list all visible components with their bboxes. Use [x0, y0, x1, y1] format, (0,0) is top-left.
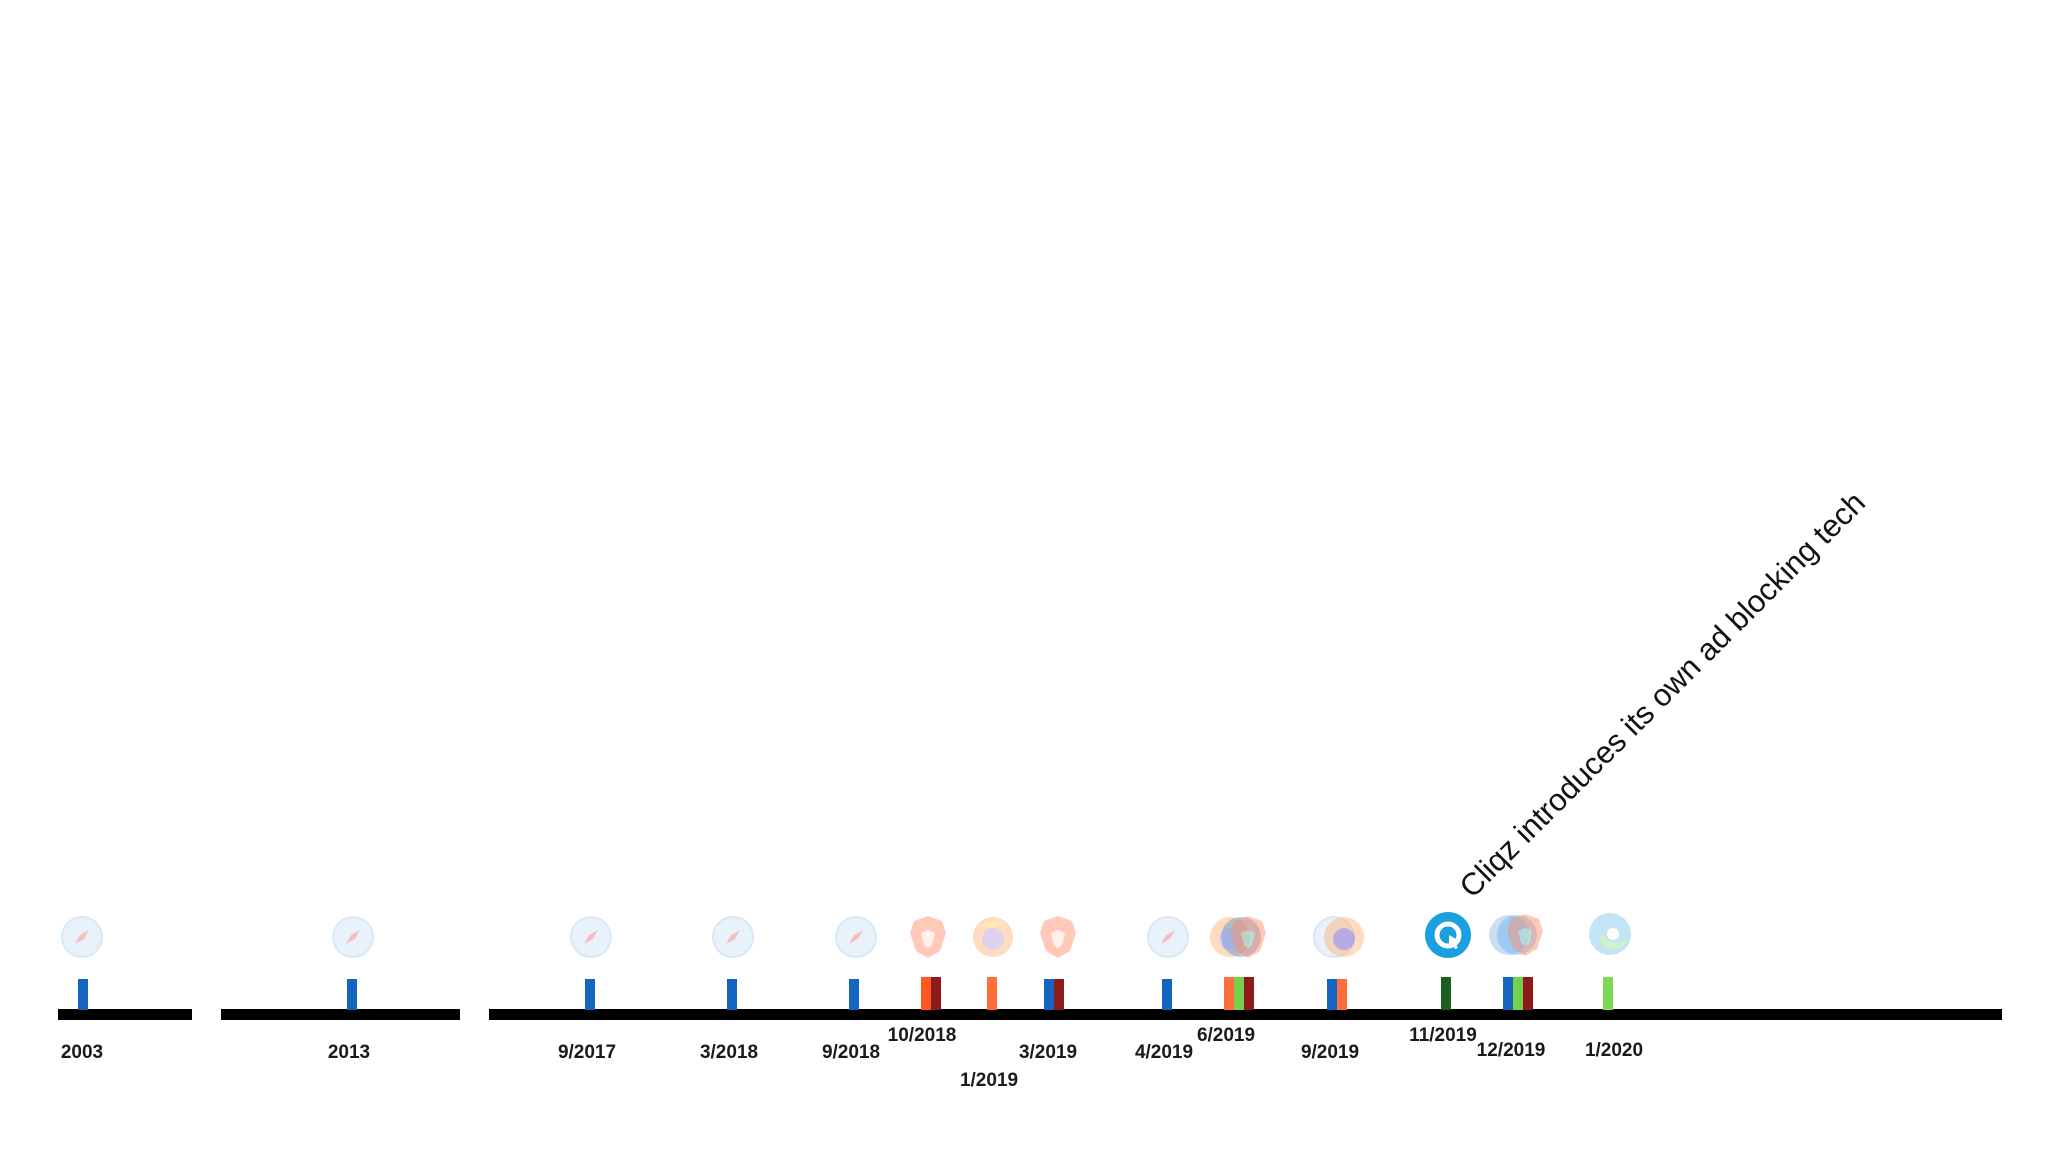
date-label: 9/2018 — [821, 1042, 881, 1063]
timeline-axis-segment-1 — [58, 1009, 192, 1020]
tick-safari — [347, 979, 357, 1010]
safari-icon — [332, 916, 374, 958]
date-label: 3/2018 — [699, 1042, 759, 1063]
safari-icon — [1147, 916, 1189, 958]
tick-safari — [727, 979, 737, 1010]
edge-icon — [1589, 913, 1631, 955]
tick-firefox — [1337, 979, 1347, 1010]
tick-edge — [1603, 977, 1613, 1010]
safari-icon — [835, 916, 877, 958]
date-label: 9/2019 — [1300, 1042, 1360, 1063]
tick-firefox — [987, 977, 997, 1010]
date-label: 3/2019 — [1018, 1042, 1078, 1063]
timeline-axis-segment-2 — [221, 1009, 460, 1020]
tick-brave-dark — [1523, 977, 1533, 1010]
brave-icon — [1507, 914, 1543, 956]
safari-icon — [1489, 915, 1529, 955]
firefox-icon — [973, 917, 1013, 957]
firefox-icon — [1324, 917, 1364, 957]
brave-icon — [1040, 916, 1076, 958]
tick-safari — [849, 979, 859, 1010]
safari-icon — [1313, 916, 1355, 958]
brave-icon — [1230, 916, 1266, 958]
tick-cliqz-green — [1234, 977, 1244, 1010]
tick-brave-dark — [1054, 979, 1064, 1010]
cliqz-icon — [1425, 912, 1471, 958]
date-label: 11/2019 — [1409, 1025, 1477, 1046]
timeline-axis-segment-3 — [489, 1009, 2002, 1020]
cliqz-callout: Cliqz introduces its own ad blocking tec… — [1452, 484, 1873, 905]
safari-icon — [570, 916, 612, 958]
tick-brave-dark — [1244, 977, 1254, 1010]
tick-firefox — [1224, 977, 1234, 1010]
safari-icon — [61, 916, 103, 958]
tick-safari — [585, 979, 595, 1010]
date-label: 1/2020 — [1584, 1040, 1644, 1061]
date-label: 2013 — [327, 1042, 371, 1063]
date-label: 4/2019 — [1134, 1042, 1194, 1063]
tick-cliqz-green — [1513, 977, 1523, 1010]
tick-safari — [78, 979, 88, 1010]
date-label: 1/2019 — [959, 1070, 1019, 1091]
firefox-icon — [1210, 917, 1250, 957]
tick-safari — [1503, 977, 1513, 1010]
tick-cliqz-dark — [1441, 977, 1451, 1010]
tick-safari — [1327, 979, 1337, 1010]
tick-safari — [1044, 979, 1054, 1010]
date-label: 2003 — [60, 1042, 104, 1063]
tick-brave-dark — [931, 977, 941, 1010]
safari-icon — [712, 916, 754, 958]
date-label: 9/2017 — [557, 1042, 617, 1063]
date-label: 6/2019 — [1196, 1025, 1256, 1046]
date-label: 10/2018 — [887, 1025, 957, 1046]
tick-safari — [1162, 979, 1172, 1010]
cliqz-icon — [1497, 915, 1537, 955]
tick-brave — [921, 977, 931, 1010]
date-label: 12/2019 — [1476, 1040, 1546, 1061]
safari-icon — [1221, 917, 1261, 957]
brave-icon — [910, 916, 946, 958]
